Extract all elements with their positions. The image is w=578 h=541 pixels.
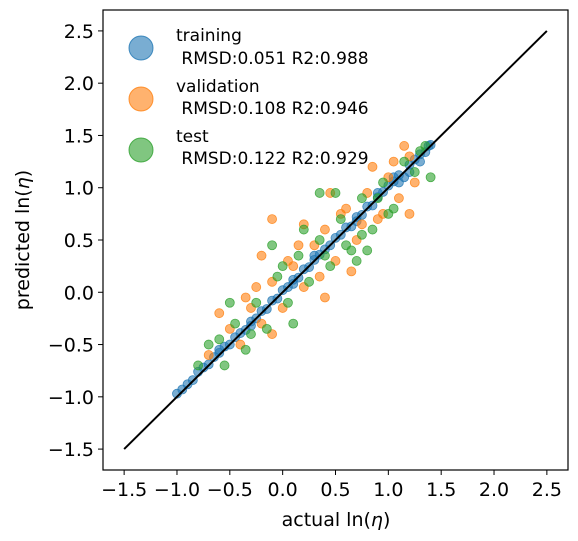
x-tick-label-8: 2.5 bbox=[532, 479, 562, 501]
x-axis-ticks: −1.5 −1.0 −0.5 0.0 0.5 1.0 1.5 2.0 2.5 bbox=[101, 470, 562, 501]
point-validation-26 bbox=[320, 292, 330, 303]
point-test-9 bbox=[293, 250, 304, 261]
point-validation-36 bbox=[357, 219, 367, 230]
legend-marker-validation bbox=[128, 86, 154, 112]
y-tick-label-4: 0.5 bbox=[64, 230, 94, 252]
point-test-8 bbox=[283, 297, 293, 308]
point-test-27 bbox=[288, 318, 299, 329]
legend-stats-training: RMSD:0.051 R2:0.988 bbox=[176, 49, 369, 69]
y-tick-label-8: 2.5 bbox=[64, 21, 94, 43]
point-test-34 bbox=[298, 224, 309, 235]
point-validation-39 bbox=[388, 156, 399, 167]
legend-stats-test: RMSD:0.122 R2:0.929 bbox=[176, 149, 369, 169]
point-test-16 bbox=[367, 224, 378, 235]
y-tick-label-5: 1.0 bbox=[64, 178, 94, 200]
x-tick-label-6: 1.5 bbox=[426, 479, 456, 501]
point-validation-18 bbox=[394, 193, 404, 204]
reference-line bbox=[123, 30, 548, 450]
x-tick-label-4: 0.5 bbox=[320, 479, 350, 501]
legend-label-test: test bbox=[176, 127, 209, 147]
legend-marker-training bbox=[128, 35, 154, 61]
point-test-15 bbox=[357, 193, 367, 204]
point-validation-30 bbox=[399, 141, 410, 151]
y-axis-ticks: −1.5 −1.0 −0.5 0.0 0.5 1.0 1.5 2.0 2.5 bbox=[48, 21, 103, 461]
y-tick-label-7: 2.0 bbox=[64, 73, 94, 95]
point-validation-28 bbox=[214, 308, 225, 319]
y-tick-label-0: −1.5 bbox=[48, 439, 94, 461]
point-validation-31 bbox=[293, 240, 304, 251]
x-tick-label-5: 1.0 bbox=[373, 479, 403, 501]
legend-entry-training: training RMSD:0.051 R2:0.988 bbox=[128, 26, 369, 69]
point-validation-21 bbox=[256, 250, 267, 261]
point-test-24 bbox=[341, 240, 351, 251]
point-test-25 bbox=[351, 256, 362, 266]
point-test-38 bbox=[357, 229, 367, 240]
x-tick-label-3: 0.0 bbox=[268, 479, 298, 501]
point-test-4 bbox=[240, 344, 251, 355]
point-test-10 bbox=[304, 276, 314, 287]
point-test-33 bbox=[425, 172, 436, 183]
point-test-0 bbox=[193, 360, 204, 371]
x-tick-label-7: 2.0 bbox=[479, 479, 509, 501]
point-training-37 bbox=[367, 200, 378, 211]
y-tick-label-1: −1.0 bbox=[48, 387, 94, 409]
point-validation-33 bbox=[240, 292, 251, 303]
point-validation-34 bbox=[409, 177, 420, 188]
point-test-32 bbox=[383, 208, 394, 219]
point-test-22 bbox=[314, 188, 325, 198]
x-tick-label-0: −1.5 bbox=[101, 479, 147, 501]
point-test-12 bbox=[325, 261, 336, 272]
legend-entry-validation: validation RMSD:0.108 R2:0.946 bbox=[128, 77, 369, 119]
y-tick-label-6: 1.5 bbox=[64, 125, 94, 147]
legend-label-training: training bbox=[176, 26, 242, 46]
point-test-29 bbox=[203, 339, 214, 350]
point-validation-11 bbox=[320, 224, 330, 235]
point-test-26 bbox=[267, 240, 277, 251]
point-validation-29 bbox=[367, 161, 378, 172]
legend-label-validation: validation bbox=[176, 77, 260, 97]
point-test-7 bbox=[272, 271, 283, 282]
point-test-35 bbox=[246, 329, 256, 339]
point-test-17 bbox=[378, 177, 388, 188]
legend-entry-test: test RMSD:0.122 R2:0.929 bbox=[128, 127, 369, 169]
point-validation-38 bbox=[251, 282, 262, 292]
point-test-5 bbox=[251, 297, 262, 308]
x-tick-label-1: −1.0 bbox=[154, 479, 200, 501]
point-test-36 bbox=[277, 261, 288, 272]
point-validation-0 bbox=[203, 350, 214, 360]
point-test-23 bbox=[362, 245, 373, 256]
point-validation-20 bbox=[267, 214, 277, 224]
point-test-13 bbox=[335, 214, 346, 224]
x-tick-label-2: −0.5 bbox=[207, 479, 253, 501]
point-test-6 bbox=[261, 323, 272, 334]
point-test-11 bbox=[314, 235, 325, 245]
point-test-20 bbox=[409, 167, 420, 177]
point-test-19 bbox=[399, 156, 410, 167]
y-tick-label-2: −0.5 bbox=[48, 335, 94, 357]
y-axis-label: predicted ln(η) bbox=[12, 170, 34, 310]
point-test-2 bbox=[219, 360, 230, 371]
point-validation-10 bbox=[314, 271, 325, 282]
x-axis-label: actual ln(η) bbox=[282, 509, 391, 531]
point-test-30 bbox=[330, 188, 341, 198]
point-test-28 bbox=[224, 297, 235, 308]
point-training-54 bbox=[288, 279, 299, 289]
point-test-1 bbox=[214, 334, 225, 345]
point-validation-32 bbox=[346, 266, 357, 277]
legend: training RMSD:0.051 R2:0.988 validation … bbox=[128, 26, 369, 169]
point-validation-25 bbox=[404, 208, 415, 219]
y-tick-label-3: 0.0 bbox=[64, 282, 94, 304]
legend-stats-validation: RMSD:0.108 R2:0.946 bbox=[176, 99, 369, 119]
legend-marker-test bbox=[128, 137, 154, 163]
point-test-3 bbox=[230, 318, 241, 329]
